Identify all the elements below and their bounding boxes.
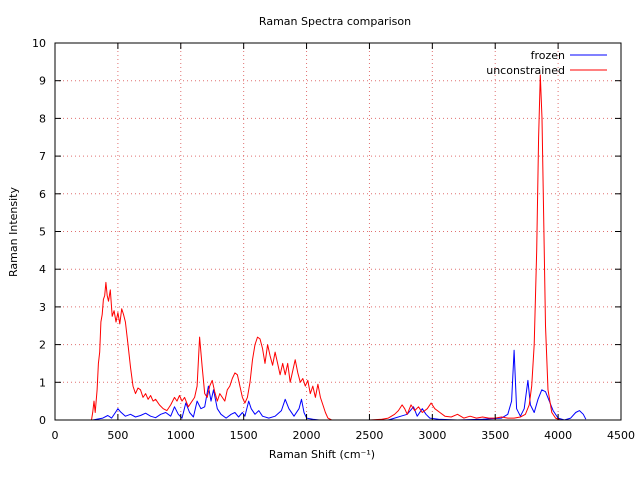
y-tick-label: 3 [39, 301, 46, 314]
x-tick-label: 3000 [418, 429, 446, 442]
x-tick-label: 4500 [607, 429, 635, 442]
axis-ticks: 0 500 1000 1500 2000 2500 3000 3500 4000 4500 0 1 2 3… [32, 37, 635, 442]
y-tick-label: 8 [39, 112, 46, 125]
x-tick-label: 2500 [355, 429, 383, 442]
legend-label: frozen [531, 49, 565, 62]
y-tick-label: 10 [32, 37, 46, 50]
series-line-frozen [92, 349, 587, 421]
grid-lines [55, 43, 621, 420]
y-tick-label: 5 [39, 226, 46, 239]
y-tick-label: 9 [39, 75, 46, 88]
y-tick-label: 7 [39, 150, 46, 163]
y-tick-label: 0 [39, 414, 46, 427]
y-tick-label: 6 [39, 188, 46, 201]
legend: frozen unconstrained [486, 49, 607, 77]
x-tick-label: 3500 [481, 429, 509, 442]
x-tick-label: 1000 [167, 429, 195, 442]
series-line-unconstrained [91, 74, 561, 421]
x-tick-label: 2000 [293, 429, 321, 442]
y-tick-label: 2 [39, 339, 46, 352]
x-axis-label: Raman Shift (cm⁻¹) [269, 448, 375, 461]
x-tick-label: 500 [107, 429, 128, 442]
x-tick-label: 4000 [544, 429, 572, 442]
chart-title: Raman Spectra comparison [259, 15, 411, 28]
series-lines [91, 74, 587, 421]
y-tick-label: 4 [39, 263, 46, 276]
legend-label: unconstrained [486, 64, 565, 77]
y-tick-label: 1 [39, 376, 46, 389]
x-tick-label: 1500 [230, 429, 258, 442]
x-tick-label: 0 [52, 429, 59, 442]
y-axis-label: Raman Intensity [7, 187, 20, 277]
